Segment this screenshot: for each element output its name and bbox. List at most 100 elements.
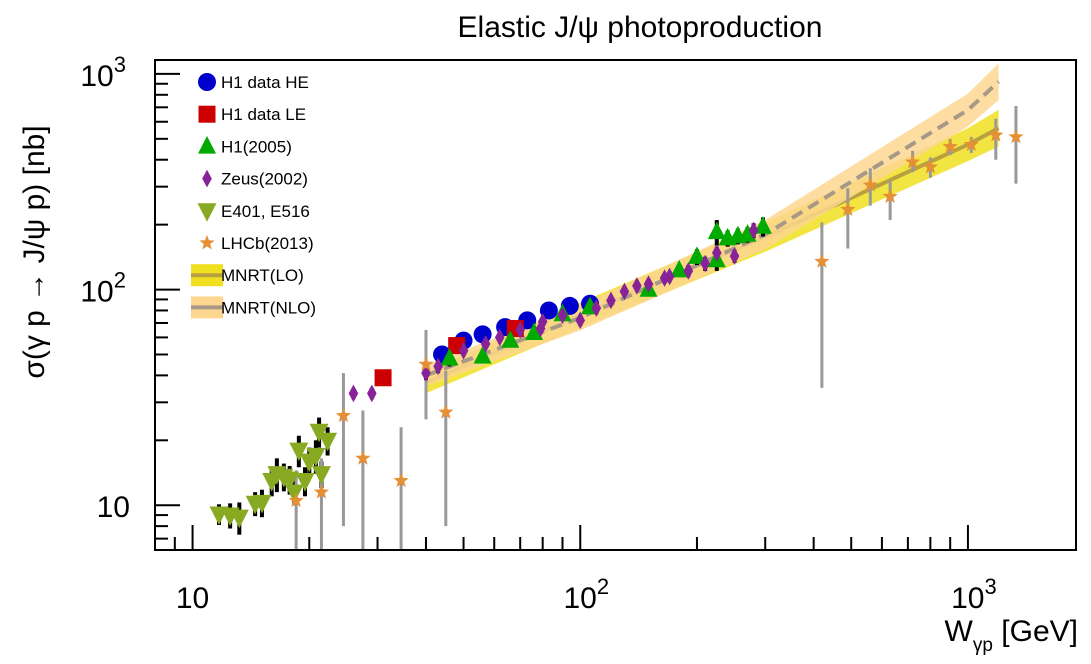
point-e401-e516-9 [284,484,304,504]
point-lhcb-2013-10 [882,188,898,203]
point-lhcb-2013-2 [335,407,352,423]
point-e401-e516-4 [252,494,272,514]
point-zeus-2002-14 [619,282,630,301]
legend-marker-zeus-2002 [202,169,212,188]
x-tick-label-1-base: 10 [563,582,596,615]
y-tick-label-2-exp: 3 [114,52,126,77]
point-h1-data-le-0 [374,369,392,387]
point-lhcb-2013-5 [418,356,434,371]
point-zeus-2002-20 [700,254,710,273]
point-h1-2005-0 [440,347,459,366]
legend-marker-h1-data-he [198,73,216,91]
point-h1-2005-14 [753,216,772,234]
legend-marker-e401-e516 [197,203,217,222]
y-axis-label: σ(γ p → J/ψ p) [nb] [18,125,51,378]
legend-label-e401-e516: E401, E516 [221,202,310,221]
point-lhcb-2013-8 [840,201,856,216]
x-axis-label-sub: γp [973,635,993,656]
point-lhcb-2013-11 [905,154,921,169]
point-e401-e516-10 [289,442,309,462]
point-h1-2005-7 [670,259,689,278]
point-lhcb-2013-9 [862,177,878,192]
point-zeus-2002-1 [367,384,377,403]
point-lhcb-2013-6 [438,404,454,419]
legend-label-zeus-2002: Zeus(2002) [221,170,308,189]
point-zeus-2002-16 [643,275,654,293]
y-tick-label-0-base: 10 [97,491,130,524]
point-lhcb-2013-14 [963,136,979,152]
point-lhcb-2013-13 [942,138,958,154]
point-zeus-2002-3 [433,357,443,376]
point-zeus-2002-21 [711,244,722,262]
point-h1-2005-1 [473,346,492,364]
chart-title: Elastic J/ψ photoproduction [458,11,823,44]
point-lhcb-2013-1 [313,484,330,499]
point-e401-e516-13 [306,447,326,467]
point-zeus-2002-10 [557,306,568,325]
point-zeus-2002-13 [606,291,616,310]
y-tick-label-0: 10 [97,491,130,524]
point-zeus-2002-18 [664,267,675,286]
point-zeus-2002-0 [348,384,359,403]
point-zeus-2002-6 [494,328,505,347]
x-axis-label: Wγp [GeV] [945,615,1078,656]
point-lhcb-2013-4 [393,472,409,488]
point-zeus-2002-11 [575,311,586,330]
point-h1-2005-8 [687,246,706,264]
point-lhcb-2013-3 [355,450,371,465]
point-zeus-2002-12 [591,299,602,317]
legend-label-lhcb-2013: LHCb(2013) [221,234,314,253]
curve-mnrt-nlo- [425,80,1000,378]
legend-label-h1-data-le: H1 data LE [221,105,306,124]
point-zeus-2002-7 [515,321,525,339]
point-h1-2005-3 [525,322,544,341]
point-h1-data-he-5 [539,301,558,320]
point-zeus-2002-9 [537,312,548,331]
plot-frame [154,59,1077,551]
y-tick-label-1-base: 10 [80,276,113,309]
point-zeus-2002-23 [748,221,759,240]
point-zeus-2002-22 [729,247,740,265]
point-lhcb-2013-16 [1008,129,1024,144]
legend: H1 data HE H1 data LE H1(2005) Zeus(2002) E4… [191,73,316,319]
legend-marker-h1-2005 [198,136,216,154]
x-axis-label-main: W [945,615,974,648]
point-zeus-2002-15 [632,277,642,295]
point-zeus-2002-19 [683,262,694,280]
y-tick-label-1: 102 [80,268,126,309]
y-tick-label-2-base: 10 [80,60,113,93]
legend-marker-h1-data-le [198,105,216,123]
y-tick-label-2: 103 [80,52,126,93]
x-tick-label-1-exp: 2 [597,574,609,599]
x-tick-label-2-base: 10 [951,582,984,615]
data-markers [209,127,1024,529]
point-h1-2005-9 [707,221,726,240]
legend-label-h1-data-he: H1 data HE [221,73,309,92]
point-zeus-2002-4 [458,342,469,360]
x-tick-label-0-base: 10 [176,582,209,615]
point-lhcb-2013-12 [922,159,938,174]
point-e401-e516-8 [280,471,300,491]
point-lhcb-2013-15 [988,127,1004,142]
point-h1-2005-2 [501,330,520,348]
legend-marker-lhcb-2013 [199,235,215,250]
point-e401-e516-15 [311,466,331,485]
x-tick-label-1: 102 [563,574,609,615]
x-tick-label-0: 10 [176,582,209,615]
legend-label-mnrt-lo: MNRT(LO) [221,266,304,285]
x-tick-label-2-exp: 3 [984,574,996,599]
legend-label-h1-2005: H1(2005) [221,137,292,156]
point-e401-e516-11 [295,473,315,492]
point-lhcb-2013-7 [814,253,830,268]
point-e401-e516-16 [318,432,338,452]
point-h1-2005-13 [738,224,757,242]
legend-label-mnrt-nlo: MNRT(NLO) [221,298,316,317]
point-zeus-2002-5 [480,335,491,353]
x-tick-label-2: 103 [951,574,997,615]
y-tick-label-1-exp: 2 [114,268,126,293]
point-e401-e516-2 [229,509,249,529]
x-axis-label-unit: [GeV] [993,615,1078,648]
point-lhcb-2013-0 [288,492,304,508]
